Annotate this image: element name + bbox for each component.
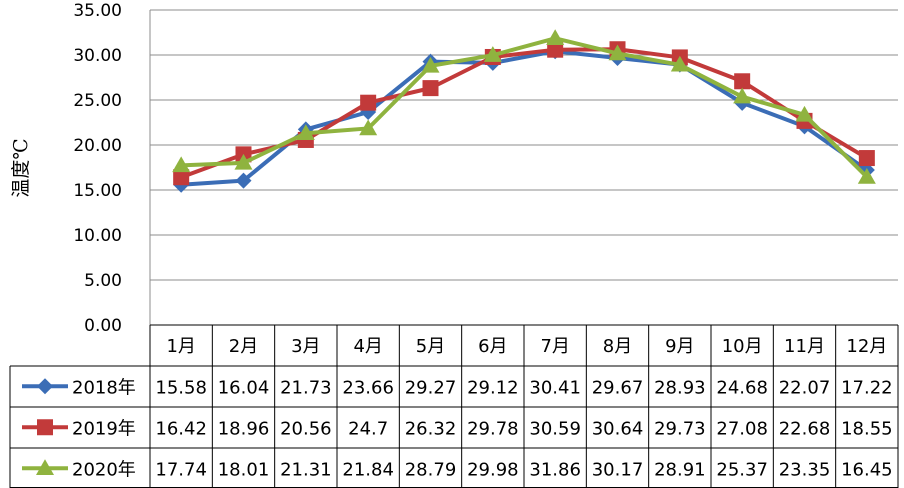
series-triangle (172, 29, 876, 184)
table-cell-value: 30.41 (529, 377, 581, 398)
category-label: 5月 (416, 336, 445, 357)
data-point (546, 29, 565, 46)
data-point (483, 46, 502, 62)
data-point (670, 55, 689, 72)
data-point (172, 156, 191, 173)
legend-key (22, 378, 68, 395)
category-label: 3月 (291, 336, 320, 357)
table-cell-value: 28.79 (405, 459, 457, 480)
series-line (180, 47, 868, 180)
table-cell-value: 30.64 (592, 418, 644, 439)
legend-marker (36, 459, 54, 475)
table-cell-value: 23.66 (342, 377, 394, 398)
y-tick-label: 25.00 (73, 91, 122, 111)
table-cell-value: 25.37 (716, 459, 768, 480)
table-cell-value: 23.35 (779, 459, 831, 480)
table-cell-value: 18.55 (841, 418, 893, 439)
data-point (360, 94, 377, 111)
legend-label: 2019年 (72, 418, 136, 439)
data-point (422, 80, 439, 97)
legend-label: 2018年 (72, 377, 136, 398)
table-cell-value: 29.78 (467, 418, 519, 439)
y-tick-label: 10.00 (73, 226, 122, 246)
category-label: 10月 (722, 336, 763, 357)
table-cell-value: 17.74 (155, 459, 207, 480)
series-diamond (173, 43, 875, 193)
table-cell-value: 16.42 (155, 418, 207, 439)
y-tick-label: 15.00 (73, 181, 122, 201)
category-label: 4月 (353, 336, 382, 357)
data-point (421, 56, 440, 73)
table-cell-value: 21.84 (342, 459, 394, 480)
table-cell-value: 22.07 (779, 377, 831, 398)
table-cell-value: 29.73 (654, 418, 706, 439)
data-table: 1月 2月 3月 4月 5月 6月 7月 8月 9月 10月 11月 12月 2018年 15.58 16.… (9, 324, 899, 488)
table-cell-value: 24.68 (716, 377, 768, 398)
table-cell-value: 28.91 (654, 459, 706, 480)
data-point (547, 41, 564, 58)
series-lines (172, 29, 876, 193)
table-cell-value: 18.01 (218, 459, 270, 480)
data-point (173, 169, 190, 186)
table-cell-value: 17.22 (841, 377, 893, 398)
y-tick-label: 5.00 (84, 271, 122, 291)
table-cell-value: 28.93 (654, 377, 706, 398)
y-tick-label: 30.00 (73, 46, 122, 66)
y-axis: 0.00 5.00 10.00 15.00 20.00 25.00 30.00 35.00 (73, 1, 122, 336)
y-tick-label: 20.00 (73, 136, 122, 156)
data-point (234, 153, 253, 170)
table-cell-value: 20.56 (280, 418, 332, 439)
table-cell-value: 30.59 (529, 418, 581, 439)
y-tick-label: 35.00 (73, 1, 122, 21)
legend-label: 2020年 (72, 459, 136, 480)
table-cell-value: 22.68 (779, 418, 831, 439)
series-line (181, 49, 868, 187)
table-cell-value: 29.12 (467, 377, 519, 398)
table-cell-value: 26.32 (405, 418, 457, 439)
table-cell-value: 24.7 (348, 418, 388, 439)
y-tick-label: 0.00 (84, 316, 122, 336)
data-point (734, 73, 751, 90)
category-label: 11月 (784, 336, 825, 357)
data-point (857, 167, 876, 184)
data-point (235, 172, 252, 189)
table-cell-value: 15.58 (155, 377, 207, 398)
category-label: 9月 (665, 336, 694, 357)
data-point (608, 44, 627, 61)
data-point (296, 124, 315, 140)
data-point (858, 150, 875, 167)
legend-key (22, 419, 68, 436)
legend-key (22, 459, 68, 475)
category-label: 8月 (603, 336, 632, 357)
legend-marker (37, 419, 53, 436)
table-cell-value: 21.73 (280, 377, 332, 398)
table-cell-value: 29.98 (467, 459, 519, 480)
category-label: 2月 (229, 336, 258, 357)
category-label: 1月 (166, 336, 195, 357)
table-cell-value: 16.04 (218, 377, 270, 398)
table-cell-value: 16.45 (841, 459, 893, 480)
table-cell-value: 31.86 (529, 459, 581, 480)
data-point (795, 105, 814, 122)
category-label: 6月 (478, 336, 507, 357)
data-point (359, 119, 378, 136)
y-axis-label: 温度℃ (10, 138, 32, 197)
series-line (181, 36, 869, 179)
table-cell-value: 29.27 (405, 377, 457, 398)
table-cell-value: 30.17 (592, 459, 644, 480)
category-label: 7月 (540, 336, 569, 357)
category-label: 12月 (846, 336, 887, 357)
table-cell-value: 29.67 (592, 377, 644, 398)
legend-marker (37, 378, 53, 395)
table-cell-value: 18.96 (218, 418, 270, 439)
table-cell-value: 21.31 (280, 459, 332, 480)
data-point (733, 87, 752, 104)
table-cell-value: 27.08 (716, 418, 768, 439)
